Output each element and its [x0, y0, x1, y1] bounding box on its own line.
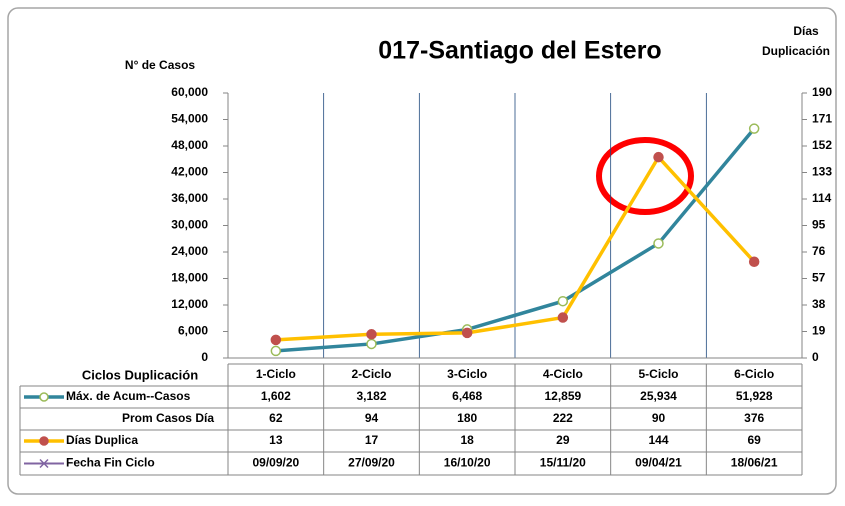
- legend-key: [39, 436, 49, 446]
- legend-label: Días Duplica: [66, 433, 138, 447]
- table-value: 1,602: [261, 389, 291, 403]
- y2-axis-label: Días: [793, 24, 819, 38]
- table-value: 15/11/20: [540, 456, 586, 470]
- x-tick-label: 1-Ciclo: [256, 367, 296, 381]
- table-value: 09/04/21: [635, 456, 682, 470]
- x-tick-label: 4-Ciclo: [543, 367, 583, 381]
- y-axis-label: N° de Casos: [125, 58, 195, 72]
- series-line: [275, 127, 756, 353]
- table-value: 376: [744, 411, 764, 425]
- y-tick-label: 36,000: [171, 191, 208, 205]
- y2-tick-label: 57: [812, 271, 826, 285]
- y2-tick-label: 19: [812, 324, 826, 338]
- x-tick-label: 5-Ciclo: [638, 367, 678, 381]
- data-point: [270, 334, 282, 346]
- y2-tick-label: 0: [812, 350, 819, 364]
- table-value: 13: [269, 433, 283, 447]
- chart-title: 017-Santiago del Estero: [378, 37, 661, 65]
- y2-tick-label: 76: [812, 244, 826, 258]
- y-tick-label: 6,000: [178, 324, 208, 338]
- data-point: [366, 338, 377, 350]
- table-value: 12,859: [544, 389, 581, 403]
- table-value: 144: [648, 433, 668, 447]
- legend-key: [39, 392, 49, 402]
- x-tick-label: 3-Ciclo: [447, 367, 487, 381]
- table-value: 17: [365, 433, 379, 447]
- category-axis-label: Ciclos Duplicación: [82, 367, 198, 382]
- legend-label: Fecha Fin Ciclo: [66, 456, 155, 470]
- y-tick-label: 18,000: [171, 271, 208, 285]
- table-value: 94: [365, 411, 379, 425]
- table-value: 16/10/20: [444, 456, 491, 470]
- table-value: 62: [269, 411, 283, 425]
- legend-key: [39, 458, 49, 469]
- y2-tick-label: 38: [812, 297, 826, 311]
- highlight-circle: [596, 137, 694, 215]
- y-tick-label: 12,000: [171, 297, 208, 311]
- table-value: 27/09/20: [348, 456, 395, 470]
- legend-label: Máx. de Acum--Casos: [66, 389, 191, 403]
- table-value: 18/06/21: [731, 456, 778, 470]
- data-point: [270, 345, 282, 357]
- table-value: 90: [652, 411, 666, 425]
- table-value: 69: [747, 433, 761, 447]
- table-value: 18: [460, 433, 474, 447]
- table-value: 222: [553, 411, 573, 425]
- y2-tick-label: 171: [812, 112, 832, 126]
- data-point: [557, 295, 569, 307]
- table-value: 3,182: [356, 389, 386, 403]
- y2-axis-label: Duplicación: [762, 44, 830, 58]
- x-tick-label: 2-Ciclo: [351, 367, 391, 381]
- table-value: 51,928: [736, 389, 773, 403]
- y-tick-label: 42,000: [171, 165, 208, 179]
- data-point: [557, 312, 569, 323]
- table-value: 09/09/20: [252, 456, 299, 470]
- table-value: 180: [457, 411, 477, 425]
- table-value: 25,934: [640, 389, 677, 403]
- y2-tick-label: 133: [812, 165, 832, 179]
- data-point: [461, 327, 473, 339]
- data-point: [653, 238, 664, 249]
- table-value: 29: [556, 433, 570, 447]
- y-tick-label: 48,000: [171, 138, 208, 152]
- y-tick-label: 24,000: [171, 244, 208, 258]
- legend-label: Prom Casos Día: [122, 411, 214, 425]
- y-tick-label: 54,000: [171, 112, 208, 126]
- y-tick-label: 60,000: [171, 85, 208, 99]
- series-line: [275, 154, 756, 342]
- y2-tick-label: 114: [812, 191, 832, 205]
- y-tick-label: 30,000: [171, 218, 208, 232]
- y2-tick-label: 95: [812, 218, 826, 232]
- y2-tick-label: 152: [812, 138, 832, 152]
- y-tick-label: 0: [201, 350, 208, 364]
- data-point: [748, 256, 760, 268]
- y2-tick-label: 190: [812, 85, 832, 99]
- x-tick-label: 6-Ciclo: [734, 367, 774, 381]
- data-point: [653, 151, 664, 163]
- data-point: [366, 329, 377, 340]
- data-point: [748, 123, 760, 134]
- chart-frame: [7, 7, 837, 495]
- table-value: 6,468: [452, 389, 482, 403]
